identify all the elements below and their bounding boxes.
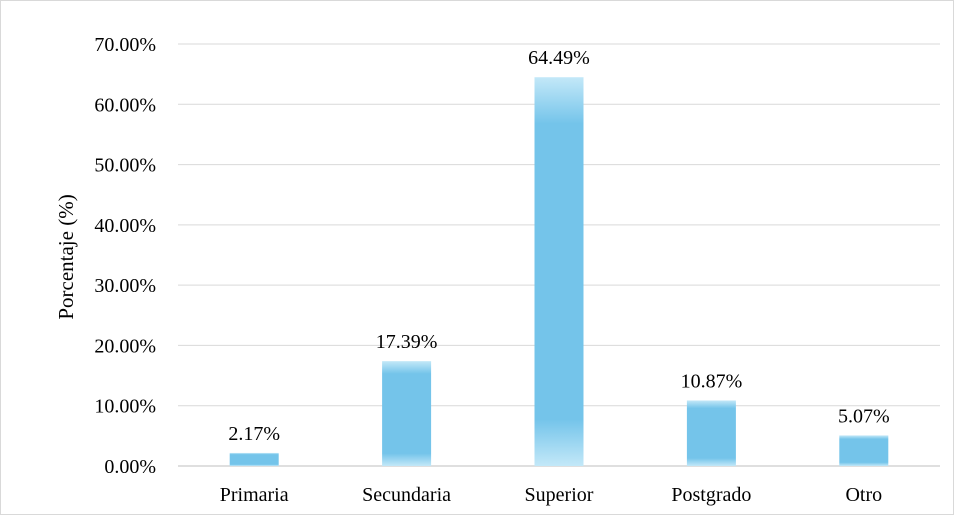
y-tick-label: 60.00% [94,94,156,116]
data-label: 64.49% [528,47,590,69]
bar [382,361,432,466]
bar [229,452,279,466]
y-tick-label: 30.00% [94,275,156,297]
data-label: 5.07% [838,405,890,427]
y-tick-label: 0.00% [104,456,156,478]
data-label: 17.39% [376,331,438,353]
bar [686,400,736,466]
category-label: Otro [845,484,882,506]
bars [229,77,889,466]
x-axis-category-labels: Primaria Secundaria Superior Postgrado Otro [220,484,882,506]
bar [839,435,889,466]
category-label: Primaria [220,484,289,506]
y-tick-label: 70.00% [94,34,156,56]
data-label: 10.87% [681,370,743,392]
y-axis-tick-labels: 0.00% 10.00% 20.00% 30.00% 40.00% 50.00% 60.00… [94,34,156,478]
category-label: Postgrado [671,484,751,506]
y-tick-label: 40.00% [94,215,156,237]
category-label: Secundaria [362,484,451,506]
y-tick-label: 20.00% [94,335,156,357]
y-tick-label: 10.00% [94,396,156,418]
category-label: Superior [525,484,594,506]
y-axis-title: Porcentaje (%) [54,194,78,319]
data-labels: 2.17% 17.39% 64.49% 10.87% 5.07% [228,47,889,445]
bar [534,77,584,466]
y-tick-label: 50.00% [94,155,156,177]
data-label: 2.17% [228,423,280,445]
